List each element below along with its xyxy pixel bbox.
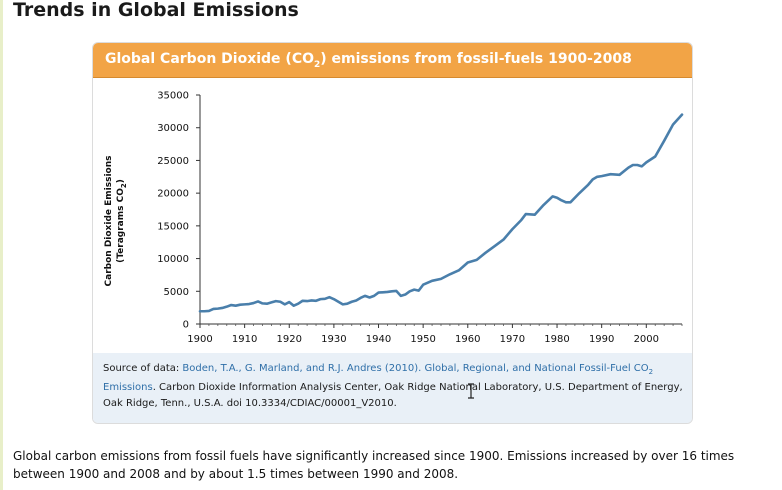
source-box: Source of data: Boden, T.A., G. Marland,… — [93, 353, 692, 423]
x-tick-label: 1960 — [455, 334, 480, 345]
y-ticks: 0 5000 10000 15000 20000 25000 30000 35000 — [157, 91, 200, 331]
source-link-sub: 2 — [648, 368, 654, 376]
y-tick-label: 35000 — [157, 91, 189, 102]
panel-header: Global Carbon Dioxide (CO2) emissions fr… — [93, 43, 692, 78]
x-tick-label: 2000 — [634, 334, 659, 345]
emissions-line-chart: Carbon Dioxide Emissions (Teragrams CO2)… — [104, 91, 684, 345]
x-tick-label: 1970 — [500, 334, 525, 345]
x-tick-label: 1910 — [232, 334, 257, 345]
page-title: Trends in Global Emissions — [13, 0, 299, 21]
x-tick-label: 1990 — [589, 334, 614, 345]
y-tick-label: 0 — [183, 320, 189, 331]
series-layer — [198, 113, 684, 313]
text-cursor-icon — [468, 383, 474, 399]
y-axis-label-line1: Carbon Dioxide Emissions — [104, 156, 114, 287]
y-tick-label: 30000 — [157, 123, 189, 134]
y-tick-label: 10000 — [157, 254, 189, 265]
x-tick-label: 1900 — [187, 334, 212, 345]
source-prefix: Source of data: — [103, 363, 183, 374]
y-axis-label-line2: (Teragrams CO2) — [116, 179, 128, 263]
emissions-series-line — [198, 113, 684, 313]
x-tick-label: 1950 — [410, 334, 435, 345]
x-tick-label: 1940 — [366, 334, 391, 345]
y-axis-label-line2-sub: 2 — [120, 183, 128, 188]
y-axis-label: Carbon Dioxide Emissions (Teragrams CO2) — [104, 156, 128, 287]
left-rule — [0, 0, 3, 490]
y-tick-label: 20000 — [157, 189, 189, 200]
chart-title: Global Carbon Dioxide (CO2) emissions fr… — [105, 51, 632, 70]
summary-paragraph: Global carbon emissions from fossil fuel… — [13, 449, 735, 481]
source-rest: . Carbon Dioxide Information Analysis Ce… — [103, 382, 683, 409]
y-axis-label-line2-post: ) — [116, 179, 126, 183]
chart-title-sub: 2 — [314, 59, 321, 70]
y-tick-label: 25000 — [157, 156, 189, 167]
y-tick-label: 5000 — [164, 287, 189, 298]
chart-title-post: ) emissions from fossil-fuels 1900-2008 — [320, 51, 632, 67]
y-tick-label: 15000 — [157, 221, 189, 232]
chart-title-pre: Global Carbon Dioxide (CO — [105, 51, 314, 67]
chart-axes — [199, 95, 682, 325]
source-link-text-1: Boden, T.A., G. Marland, and R.J. Andres… — [182, 363, 649, 374]
x-ticks: 1900 1910 1920 1930 1940 1950 1960 1970 1980 1990… — [187, 324, 683, 345]
x-tick-label: 1980 — [544, 334, 569, 345]
source-text: Source of data: Boden, T.A., G. Marland,… — [103, 361, 688, 412]
source-link-text-2: Emissions — [103, 382, 153, 393]
chart-panel: Global Carbon Dioxide (CO2) emissions fr… — [92, 42, 693, 424]
source-link[interactable]: Boden, T.A., G. Marland, and R.J. Andres… — [103, 363, 653, 393]
x-tick-label: 1920 — [277, 334, 302, 345]
y-axis-label-line2-pre: (Teragrams CO — [116, 188, 126, 263]
x-tick-label: 1930 — [321, 334, 346, 345]
